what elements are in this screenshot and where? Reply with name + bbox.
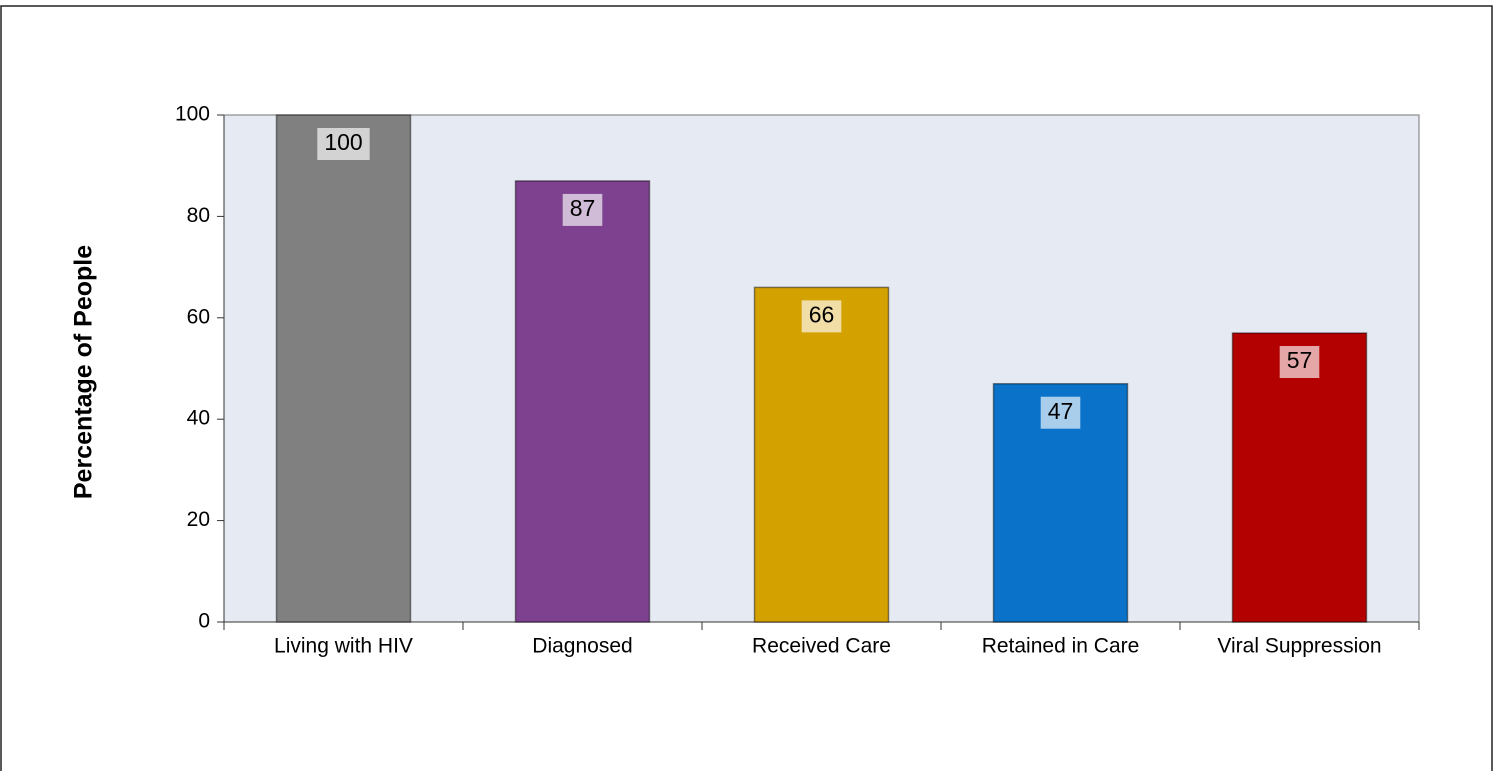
bar [514,180,651,623]
data-label-box [1279,346,1320,379]
y-tick-label: 40 [187,407,210,430]
data-label-box [317,128,370,160]
y-tick-label: 60 [187,305,210,328]
data-label-box [1040,396,1081,429]
frame [0,5,1493,771]
data-label-box [801,300,842,333]
data-label: 66 [809,301,835,327]
data-label: 100 [324,129,362,155]
y-axis-label: Percentage of People [70,245,98,499]
data-label: 87 [570,195,596,221]
x-tick-label: Viral Suppression [1217,635,1381,658]
x-tick-label: Received Care [752,635,891,658]
y-tick-label: 20 [187,508,210,531]
bar [275,114,412,623]
y-tick-label: 80 [187,204,210,227]
y-tick-label: 0 [198,610,210,633]
data-label: 57 [1287,347,1313,373]
y-tick-label: 100 [175,103,210,126]
data-label-box [562,193,603,226]
x-tick-label: Living with HIV [274,635,413,658]
data-label: 47 [1048,398,1074,424]
bar [1231,332,1368,623]
x-tick-label: Diagnosed [532,635,632,658]
bar [753,286,890,623]
x-tick-label: Retained in Care [982,635,1140,658]
